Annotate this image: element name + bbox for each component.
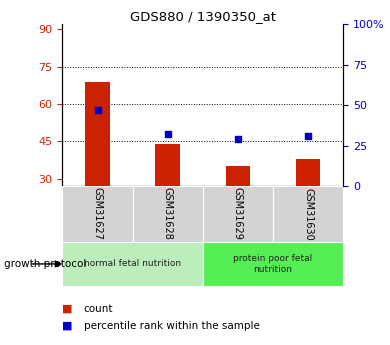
Point <box>94 107 101 113</box>
Point <box>165 132 171 137</box>
Text: count: count <box>84 304 113 314</box>
Text: GSM31630: GSM31630 <box>303 188 313 240</box>
Text: GSM31629: GSM31629 <box>233 187 243 240</box>
Point <box>235 137 241 142</box>
Bar <box>225 166 250 186</box>
Title: GDS880 / 1390350_at: GDS880 / 1390350_at <box>130 10 276 23</box>
Text: GSM31628: GSM31628 <box>163 187 173 240</box>
Text: ■: ■ <box>62 304 73 314</box>
Text: ■: ■ <box>62 321 73 331</box>
Text: normal fetal nutrition: normal fetal nutrition <box>84 259 181 268</box>
Text: GSM31627: GSM31627 <box>92 187 103 240</box>
Text: percentile rank within the sample: percentile rank within the sample <box>84 321 260 331</box>
Bar <box>85 81 110 186</box>
Bar <box>62 186 133 242</box>
Bar <box>62 241 203 286</box>
Bar <box>273 186 343 242</box>
Text: protein poor fetal
nutrition: protein poor fetal nutrition <box>233 254 313 274</box>
Bar <box>155 144 180 186</box>
Point <box>305 133 311 139</box>
Bar <box>203 186 273 242</box>
Text: growth protocol: growth protocol <box>4 259 86 269</box>
Bar <box>296 159 321 186</box>
Bar <box>203 241 343 286</box>
Bar <box>133 186 203 242</box>
